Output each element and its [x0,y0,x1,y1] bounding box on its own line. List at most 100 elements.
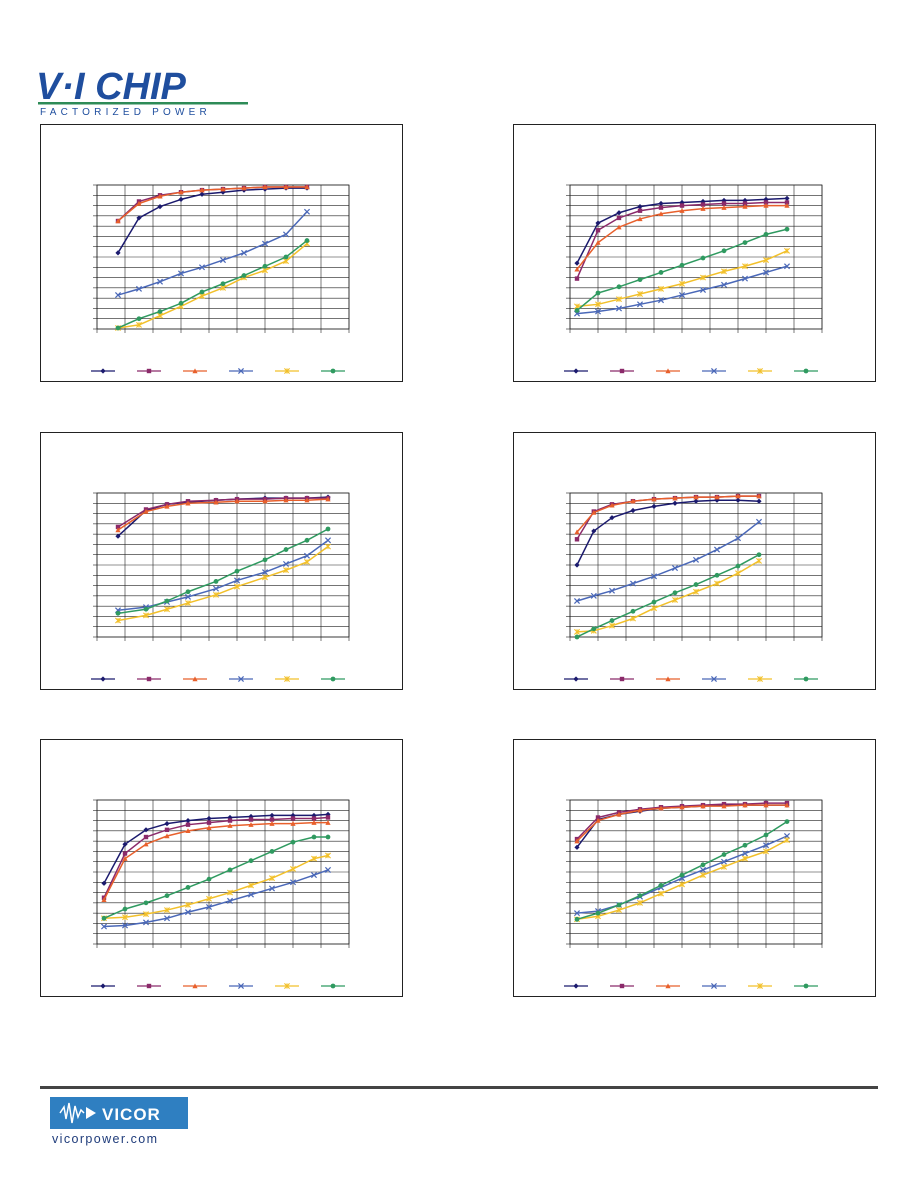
series-2-point [290,816,296,821]
series-6-point [679,262,685,268]
series-5-point [756,557,762,564]
series-4-point [678,292,686,299]
series-1 [115,494,331,539]
series-6-point [136,316,142,322]
legend-item-4 [702,675,726,683]
series-3-point [122,856,128,861]
series-4-point [650,573,658,580]
series-5-point [595,301,601,308]
series-5-point [616,907,622,914]
series-3-point [672,495,678,501]
series-6-point [721,852,727,857]
series-1-point [672,500,678,506]
series-6-point [143,606,149,612]
legend-item-5 [748,983,772,989]
legend-marker [192,676,198,682]
series-4-point [629,580,637,587]
vicor-logo-box [50,1097,188,1129]
series-1-point [269,812,275,819]
series-4-point [205,903,213,910]
series-4-line [103,869,329,928]
series-1-point [574,260,580,266]
series-3-point [311,820,317,825]
series-6-point [735,563,741,569]
series-3-point [283,184,289,190]
series-4-point [303,552,311,559]
series-6-point [756,552,762,558]
series-4-point [212,585,220,592]
series-6-point [595,910,601,916]
series-2-point [115,524,121,530]
series-5-point [213,591,219,598]
legend-item-5 [275,983,299,989]
series-3-point [756,493,762,499]
series-6-point [304,537,310,543]
series-2-line [103,816,329,899]
series-6-point [283,254,289,260]
series-6-point [714,572,720,578]
legend-marker [100,368,106,374]
series-1-point [157,204,163,210]
series-3-point [304,184,310,190]
series-3-point [679,804,685,810]
series-5-point [115,617,121,624]
series-6-point [206,876,212,882]
series-5-point [658,285,664,292]
series-3-point [616,811,622,817]
legend-item-3 [183,368,207,374]
series-2-point [742,201,748,206]
series-2-point [679,203,685,208]
series-2-line [576,495,759,540]
series-4-point [156,278,164,285]
series-3-point [206,825,212,830]
series-4-point [324,866,332,873]
series-6-point [199,289,205,295]
series-5-point [234,583,240,590]
series-3-point [637,216,643,222]
series-3-point [742,802,748,808]
series-3-point [735,493,741,499]
chart-grid [93,799,350,948]
legend-marker [619,368,625,374]
legend-item-4 [229,982,253,990]
legend-marker [237,367,245,375]
series-3-point [637,807,643,813]
legend-item-3 [656,368,680,374]
legend-marker [573,676,579,682]
legend-item-2 [610,368,634,374]
series-5-point [742,263,748,270]
series-6-point [283,547,289,552]
series-3-point [115,218,121,224]
series-3-point [136,200,142,206]
legend-marker [237,982,245,990]
series-2-point [595,228,601,233]
series-3-point [721,803,727,809]
legend-marker [710,675,718,683]
series-6-point [234,568,240,574]
series-5-point [185,600,191,607]
series-6-point [700,862,706,868]
series-6 [115,526,331,616]
series-2 [101,815,331,900]
series-4-point [741,850,749,857]
series-5-point [185,901,191,908]
series-6-point [693,582,699,587]
series-2-point [206,820,212,825]
series-3-point [157,193,163,199]
plot-frame [569,799,823,945]
series-1 [115,185,310,256]
series-3-point [234,498,240,504]
series-6 [101,834,331,921]
series-4-point [100,923,108,930]
legend-marker [573,368,579,374]
series-2 [574,200,790,281]
series-1-point [609,515,615,521]
legend-marker [100,983,106,989]
chart-panel-1 [40,124,403,382]
series-5-point [700,872,706,879]
legend-item-4 [229,675,253,683]
series-1-line [576,499,760,566]
series-2-point [700,202,706,207]
series-3-point [742,204,748,209]
series-2-point [637,208,643,213]
